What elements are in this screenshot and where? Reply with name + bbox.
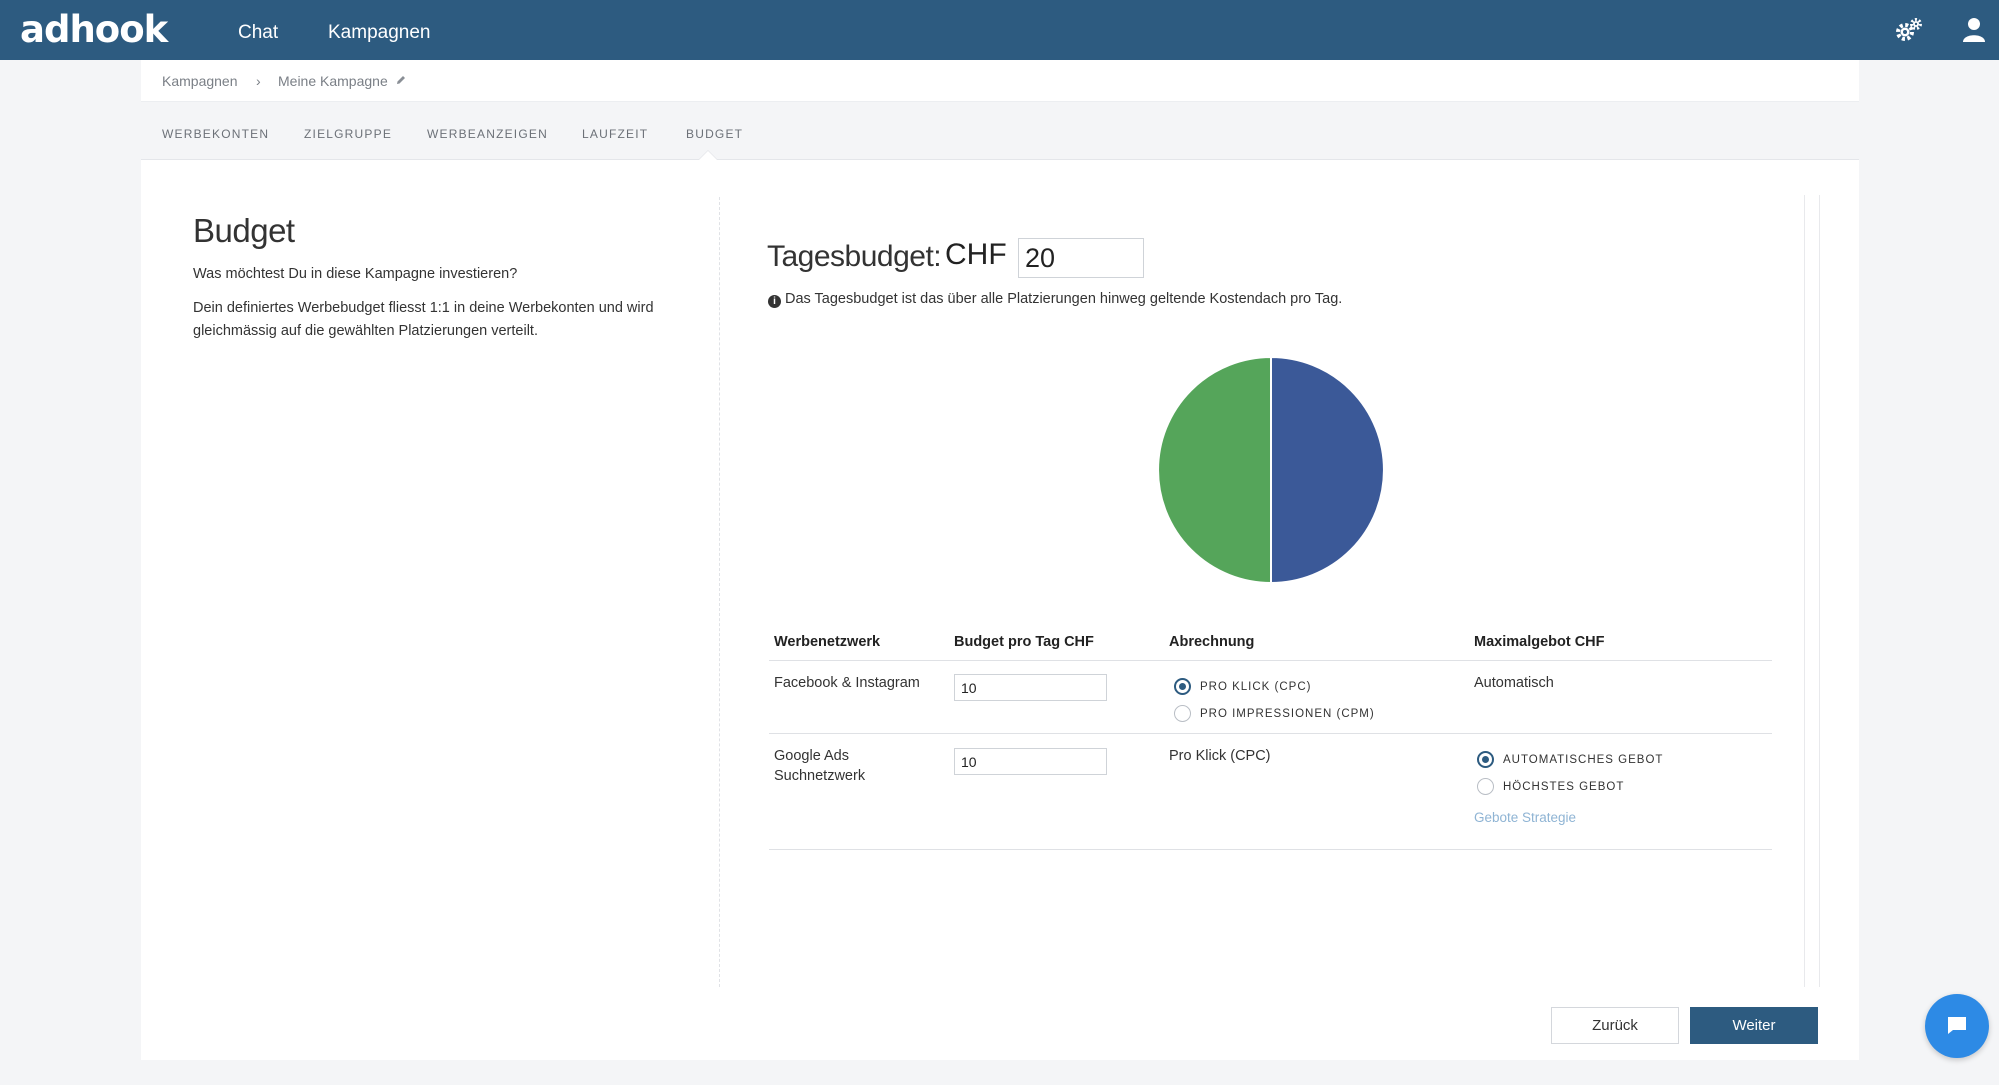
radio-fb-cpm[interactable]: PRO IMPRESSIONEN (CPM): [1174, 705, 1375, 722]
billing-google: Pro Klick (CPC): [1169, 748, 1271, 764]
radio-button[interactable]: [1174, 678, 1191, 695]
radio-button[interactable]: [1174, 705, 1191, 722]
budget-info-text: Das Tagesbudget ist das über alle Platzi…: [785, 291, 1343, 307]
network-google-line2: Suchnetzwerk: [774, 768, 866, 784]
radio-fb-cpc[interactable]: PRO KLICK (CPC): [1174, 678, 1312, 695]
row-divider: [769, 849, 1772, 850]
daily-budget-label: Tagesbudget:: [767, 240, 942, 273]
breadcrumb-separator: ›: [256, 73, 261, 89]
scroll-rail[interactable]: [1804, 195, 1820, 987]
tab-werbeanzeigen[interactable]: WERBEANZEIGEN: [427, 127, 548, 141]
col-header-network: Werbenetzwerk: [774, 634, 881, 650]
nav-chat[interactable]: Chat: [238, 22, 279, 43]
network-google-line1: Google Ads: [774, 748, 849, 764]
budget-input-google[interactable]: [954, 748, 1107, 775]
tab-werbekonten[interactable]: WERBEKONTEN: [162, 127, 270, 141]
next-button[interactable]: Weiter: [1690, 1007, 1818, 1044]
user-icon[interactable]: [1960, 16, 1988, 44]
info-icon: i: [768, 295, 781, 308]
gears-icon[interactable]: [1895, 16, 1923, 44]
breadcrumb: Kampagnen › Meine Kampagne: [141, 60, 1859, 102]
row-divider: [769, 733, 1772, 734]
radio-label: HÖCHSTES GEBOT: [1503, 780, 1625, 793]
budget-pie-chart: [1157, 355, 1385, 585]
col-header-max-bid: Maximalgebot CHF: [1474, 634, 1605, 650]
tab-zielgruppe[interactable]: ZIELGRUPPE: [304, 127, 393, 141]
radio-google-max-bid[interactable]: HÖCHSTES GEBOT: [1477, 778, 1624, 795]
radio-label: PRO KLICK (CPC): [1200, 680, 1312, 693]
page-question: Was möchtest Du in diese Kampagne invest…: [193, 266, 518, 282]
step-tabs: WERBEKONTEN ZIELGRUPPE WERBEANZEIGEN LAU…: [141, 102, 1859, 161]
daily-budget-input[interactable]: [1018, 238, 1144, 278]
header-divider: [769, 660, 1772, 661]
page-description: Dein definiertes Werbebudget fliesst 1:1…: [193, 300, 654, 339]
column-divider: [719, 197, 720, 987]
top-navbar: adhook Chat Kampagnen: [0, 0, 1999, 60]
breadcrumb-kampagnen[interactable]: Kampagnen: [162, 73, 238, 89]
breadcrumb-campaign-name[interactable]: Meine Kampagne: [278, 73, 388, 89]
max-bid-facebook: Automatisch: [1474, 675, 1554, 691]
page-title: Budget: [193, 212, 295, 249]
budget-info: i Das Tagesbudget ist das über alle Platz…: [768, 291, 1342, 308]
chat-widget-button[interactable]: [1925, 994, 1989, 1058]
budget-input-facebook[interactable]: [954, 674, 1107, 701]
logo[interactable]: adhook: [20, 8, 168, 51]
pencil-icon[interactable]: [395, 74, 407, 86]
radio-button[interactable]: [1477, 751, 1494, 768]
radio-label: PRO IMPRESSIONEN (CPM): [1200, 707, 1375, 720]
chat-bubble-icon: [1948, 1017, 1966, 1034]
nav-kampagnen[interactable]: Kampagnen: [328, 22, 431, 43]
back-button[interactable]: Zurück: [1551, 1007, 1679, 1044]
active-tab-indicator: [698, 151, 718, 161]
bid-strategy-link[interactable]: Gebote Strategie: [1474, 810, 1577, 825]
currency-label: CHF: [945, 238, 1007, 271]
radio-google-auto-bid[interactable]: AUTOMATISCHES GEBOT: [1477, 751, 1663, 768]
col-header-billing: Abrechnung: [1169, 634, 1255, 650]
pie-slice-0: [1270, 355, 1385, 585]
radio-label: AUTOMATISCHES GEBOT: [1503, 753, 1664, 766]
content-card: Budget Was möchtest Du in diese Kampagne…: [141, 160, 1859, 1060]
tab-laufzeit[interactable]: LAUFZEIT: [582, 127, 649, 141]
tab-budget[interactable]: BUDGET: [686, 127, 744, 141]
network-facebook: Facebook & Instagram: [774, 675, 920, 691]
pie-slice-1: [1157, 355, 1272, 585]
radio-button[interactable]: [1477, 778, 1494, 795]
col-header-budget: Budget pro Tag CHF: [954, 634, 1094, 650]
